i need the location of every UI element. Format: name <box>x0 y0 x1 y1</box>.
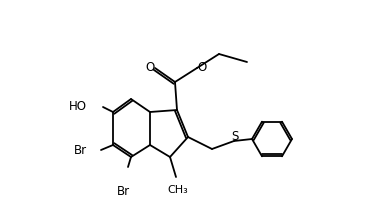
Text: Br: Br <box>74 143 87 157</box>
Text: S: S <box>231 129 239 143</box>
Text: CH₃: CH₃ <box>168 185 188 195</box>
Text: O: O <box>197 61 206 73</box>
Text: HO: HO <box>69 99 87 112</box>
Text: O: O <box>145 61 155 73</box>
Text: Br: Br <box>116 185 130 198</box>
